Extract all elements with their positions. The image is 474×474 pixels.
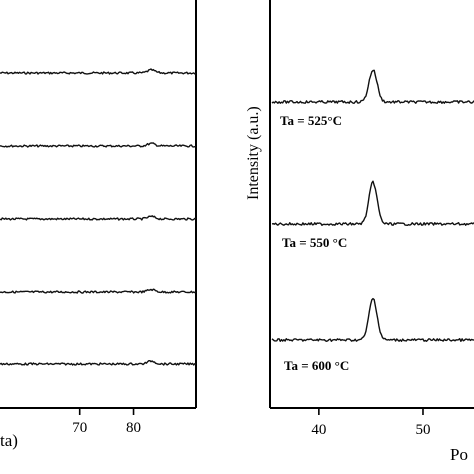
xrd-trace-left-4 — [0, 360, 197, 366]
xrd-trace-left-0 — [0, 68, 197, 75]
right-x-tick-label-0: 40 — [311, 422, 326, 438]
right-x-tick-label-1: 50 — [415, 422, 430, 438]
right-x-axis-label: Po — [450, 445, 468, 464]
right-y-axis-label: Intensity (a.u.) — [245, 106, 262, 200]
xrd-trace-right-1 — [271, 180, 474, 226]
series-label-0: Ta = 525°C — [280, 113, 342, 128]
left-x-ticks: 70 80 — [72, 408, 141, 436]
left-x-tick-label-1: 80 — [126, 420, 141, 436]
left-xrd-panel: 70 80 ta) — [0, 0, 197, 450]
right-xrd-panel: 40 50 Intensity (a.u.) Ta = 525°C Ta = 55… — [245, 0, 474, 464]
series-label-2: Ta = 600 °C — [284, 358, 349, 373]
left-traces — [0, 68, 197, 366]
xrd-trace-left-3 — [0, 288, 197, 294]
xrd-trace-right-2 — [271, 297, 474, 342]
left-x-tick-label-0: 70 — [72, 420, 87, 436]
xrd-trace-right-0 — [271, 69, 474, 104]
series-label-1: Ta = 550 °C — [282, 235, 347, 250]
xrd-trace-left-2 — [0, 215, 197, 221]
xrd-trace-left-1 — [0, 142, 197, 148]
left-x-axis-label: ta) — [0, 431, 18, 450]
right-x-ticks: 40 50 — [311, 408, 430, 438]
right-traces — [271, 69, 474, 342]
